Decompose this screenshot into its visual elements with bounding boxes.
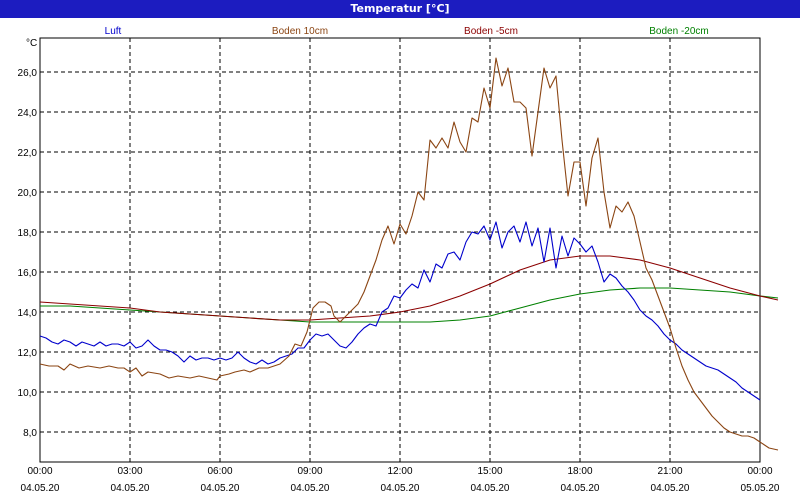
- chart-title: Temperatur [°C]: [0, 0, 800, 18]
- x-tick-time: 15:00: [477, 466, 502, 477]
- x-tick-time: 00:00: [27, 466, 52, 477]
- x-tick-date: 04.05.20: [471, 483, 510, 494]
- series-line-boden-20cm: [40, 287, 779, 323]
- x-tick-date: 04.05.20: [651, 483, 690, 494]
- x-tick-time: 21:00: [657, 466, 682, 477]
- temperature-chart: °C Luft Boden 10cm Boden -5cm Boden -20c…: [18, 26, 780, 494]
- chart-grid: [39, 37, 761, 463]
- x-tick-date: 04.05.20: [111, 483, 150, 494]
- x-tick-date: 05.05.20: [741, 483, 780, 494]
- legend-boden-5cm: Boden -5cm: [464, 26, 518, 37]
- x-tick-date: 04.05.20: [21, 483, 60, 494]
- x-tick-time: 00:00: [747, 466, 772, 477]
- series-line-boden-5cm: [39, 255, 779, 321]
- x-tick-time: 18:00: [567, 466, 592, 477]
- y-tick-label: 18,0: [18, 228, 38, 239]
- y-tick-label: 10,0: [18, 388, 38, 399]
- x-tick-time: 12:00: [387, 466, 412, 477]
- x-tick-time: 09:00: [297, 466, 322, 477]
- series-line-boden-10cm: [39, 57, 779, 451]
- x-tick-date: 04.05.20: [561, 483, 600, 494]
- y-tick-label: 22,0: [18, 148, 38, 159]
- x-tick-date: 04.05.20: [381, 483, 420, 494]
- y-tick-label: 20,0: [18, 188, 38, 199]
- x-tick-date: 04.05.20: [291, 483, 330, 494]
- y-tick-label: 8,0: [23, 428, 37, 439]
- y-tick-label: 12,0: [18, 348, 38, 359]
- x-tick-time: 06:00: [207, 466, 232, 477]
- x-axis-ticks: 00:00 04.05.20 03:00 04.05.20 06:00 04.05.20 0…: [21, 466, 780, 494]
- y-axis-ticks: 8,0 10,0 12,0 14,0 16,0 18,0 20,0 22,0 24,0 26,0: [18, 68, 38, 439]
- x-tick-date: 04.05.20: [201, 483, 240, 494]
- plot-area: [39, 57, 779, 451]
- plot-frame: [39, 37, 761, 463]
- y-tick-label: 16,0: [18, 268, 38, 279]
- y-tick-label: 26,0: [18, 68, 38, 79]
- legend-boden-10cm: Boden 10cm: [272, 26, 328, 37]
- y-tick-label: 14,0: [18, 308, 38, 319]
- y-axis-unit-label: °C: [26, 38, 37, 49]
- legend-boden-20cm: Boden -20cm: [649, 26, 708, 37]
- x-tick-time: 03:00: [117, 466, 142, 477]
- legend-luft: Luft: [105, 26, 122, 37]
- y-tick-label: 24,0: [18, 108, 38, 119]
- series-line-luft: [39, 221, 761, 401]
